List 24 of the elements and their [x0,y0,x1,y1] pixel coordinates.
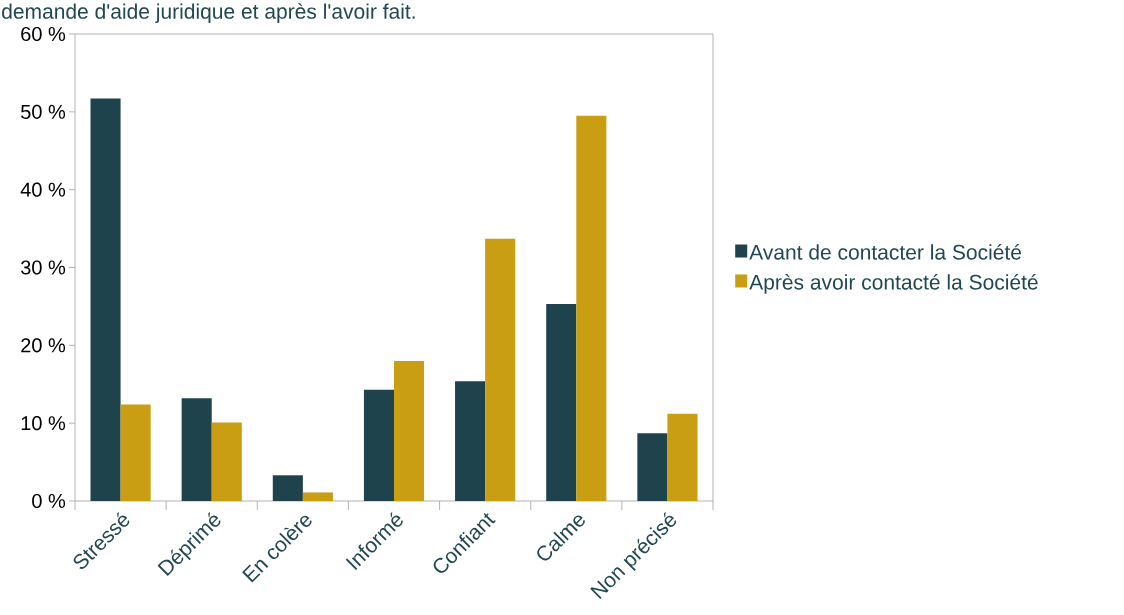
bar [181,398,212,501]
bar [211,422,242,501]
legend-label: Après avoir contacté la Société [749,273,1038,294]
bar [120,404,151,501]
y-tick-label: 30 % [20,260,66,275]
bar [90,98,121,501]
y-tick-label: 40 % [20,182,66,197]
y-tick-label: 50 % [21,104,66,119]
bar [576,115,607,501]
bar [667,413,698,501]
y-tick-label: 60 % [21,26,66,42]
legend-label: Avant de contacter la Société [749,244,1022,260]
y-tick-label: 20 % [21,338,66,353]
bar [363,389,395,501]
bar [546,304,577,501]
y-tick-label: 10 % [21,416,66,431]
bar [272,475,303,501]
bar [485,238,516,501]
bar [455,381,486,501]
bar [302,492,333,501]
chart-title: demande d'aide juridique et après l'avoir fait. [2,3,415,24]
bar [394,360,425,501]
y-tick-label: 0 % [32,493,66,509]
bar [637,433,668,501]
